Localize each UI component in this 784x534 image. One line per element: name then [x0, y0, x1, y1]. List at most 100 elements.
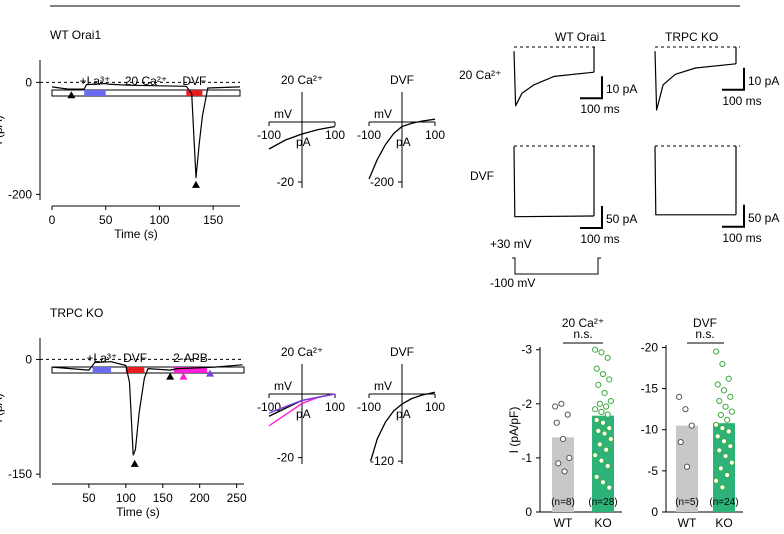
timepoint-arrow-wt-time [67, 91, 76, 99]
bar-y-tick-label-bar-ca: -1 [521, 451, 532, 465]
data-point-ko-bar-ca [599, 370, 607, 378]
application-segment-wt-time [186, 90, 203, 96]
data-point-ko-bar-ca [598, 457, 605, 464]
data-point-ko-bar-dvf [719, 484, 726, 491]
y-tick-label-wt-time: 0 [25, 75, 32, 89]
voltage-protocol-line [512, 257, 601, 275]
data-point-ko-bar-dvf [724, 471, 731, 479]
iv-x-tick-label-ko-iv-ca: 100 [325, 400, 345, 414]
application-label-wt-time: DVF [182, 74, 206, 88]
y-tick-label-ko-time: 0 [25, 352, 32, 366]
iv-title-wt-iv-ca: 20 Ca²⁺ [281, 73, 323, 87]
data-point-wt-bar-ca [564, 411, 571, 418]
iv-yunit-ko-iv-ca: pA [296, 407, 311, 421]
protocol-label-minus100: -100 mV [490, 276, 535, 290]
scale-x-label-ko-dvf-trace: 100 ms [722, 231, 761, 245]
bar-y-tick-label-bar-dvf: -15 [641, 382, 659, 396]
application-label-ko-time: +La³⁺ [87, 351, 118, 365]
timepoint-arrow-ko-time [130, 459, 139, 467]
data-point-ko-bar-dvf [728, 459, 735, 466]
data-point-ko-bar-ca [601, 430, 608, 437]
bar-category-label-wt-bar-dvf: WT [678, 516, 697, 530]
data-point-ko-bar-dvf [716, 447, 723, 454]
data-point-ko-bar-ca [593, 365, 600, 372]
row-label-ca: 20 Ca²⁺ [459, 68, 501, 82]
data-point-wt-bar-dvf [676, 393, 683, 400]
data-point-ko-bar-ca [604, 462, 611, 470]
data-point-ko-bar-dvf [719, 424, 726, 432]
x-tick-label-wt-time: 0 [49, 213, 56, 227]
data-point-ko-bar-ca [599, 479, 607, 486]
current-trace-ko-time [51, 361, 243, 456]
timepoint-arrow-ko-time [179, 372, 188, 380]
sweep-trace-wt-ca-trace [513, 51, 595, 107]
application-label-wt-time: +La³⁺ [80, 74, 111, 88]
data-point-ko-bar-ca [606, 484, 613, 491]
data-point-ko-bar-ca [601, 389, 608, 397]
scale-bar-wt-ca-trace [580, 76, 603, 100]
data-point-ko-bar-dvf [713, 421, 720, 428]
data-point-ko-bar-dvf [719, 360, 726, 368]
application-segment-ko-time [173, 367, 208, 373]
application-label-wt-time: 20 Ca²⁺ [125, 74, 167, 88]
signif-label-bar-dvf: n.s. [695, 327, 714, 341]
sweep-trace-ko-dvf-trace [654, 146, 736, 216]
data-point-ko-bar-dvf [727, 443, 734, 450]
data-point-ko-bar-dvf [724, 416, 731, 423]
bar-title-bar-ca: 20 Ca²⁺ [562, 316, 604, 330]
data-point-ko-bar-ca [606, 425, 613, 432]
protocol-label-plus30: +30 mV [490, 237, 532, 251]
data-point-wt-bar-dvf [683, 463, 691, 470]
iv-x-tick-label-wt-iv-dvf: -100 [357, 128, 381, 142]
data-point-ko-bar-ca [595, 381, 602, 388]
data-point-ko-bar-ca [593, 416, 600, 424]
data-point-ko-bar-dvf [713, 348, 720, 355]
sweep-trace-ko-ca-trace [654, 51, 737, 111]
iv-y-tick-label-ko-iv-dvf: -120 [370, 454, 394, 468]
x-tick-label-wt-time: 50 [99, 213, 113, 227]
data-point-wt-bar-ca [559, 435, 567, 443]
iv-y-tick-label-wt-iv-dvf: -200 [370, 175, 394, 189]
iv-x-tick-label-ko-iv-dvf: -100 [357, 400, 381, 414]
scale-bar-ko-ca-trace [722, 67, 745, 91]
application-bar-wt-time [51, 89, 241, 97]
x-tick-label-ko-time: 50 [82, 491, 96, 505]
data-point-ko-bar-dvf [714, 433, 721, 440]
x-tick-label-wt-time: 150 [203, 213, 223, 227]
bar-category-label-ko-bar-dvf: KO [715, 516, 732, 530]
data-point-ko-bar-dvf [720, 387, 728, 394]
iv-x-tick-label-wt-iv-ca: -100 [257, 128, 281, 142]
x-axis-label-wt-time: Time (s) [114, 227, 158, 241]
n-label-ko-bar-dvf: (n=24) [709, 497, 738, 508]
iv-yunit-wt-iv-dvf: pA [396, 135, 411, 149]
iv-xunit-ko-iv-dvf: mV [374, 379, 392, 393]
bar-y-tick-label-bar-dvf: -10 [641, 423, 659, 437]
iv-yunit-ko-iv-dvf: pA [396, 407, 411, 421]
bar-category-label-ko-bar-ca: KO [594, 516, 611, 530]
data-point-ko-bar-ca [606, 376, 613, 383]
data-point-ko-bar-dvf [727, 393, 734, 400]
data-point-ko-bar-dvf [713, 477, 720, 484]
data-point-wt-bar-dvf [677, 438, 684, 446]
data-point-wt-bar-ca [555, 460, 562, 467]
data-point-ko-bar-dvf [717, 411, 724, 419]
iv-y-tick-label-ko-iv-ca: -20 [277, 451, 295, 465]
scale-x-label-wt-dvf-trace: 100 ms [580, 232, 619, 246]
row-label-dvf: DVF [470, 169, 494, 183]
n-label-wt-bar-dvf: (n=5) [675, 497, 699, 508]
data-point-ko-bar-ca [592, 452, 599, 459]
trace-title-ko: TRPC KO [665, 30, 718, 44]
data-point-ko-bar-dvf [728, 408, 735, 415]
iv-x-tick-label-wt-iv-dvf: 100 [425, 128, 445, 142]
scale-x-label-ko-ca-trace: 100 ms [722, 94, 761, 108]
panel-title-wt-time: WT Orai1 [50, 28, 101, 42]
iv-x-tick-label-ko-iv-dvf: 100 [425, 400, 445, 414]
bar-y-tick-label-bar-ca: 0 [525, 505, 532, 519]
application-label-ko-time: 2-APB [173, 351, 208, 365]
data-point-ko-bar-ca [603, 446, 610, 453]
data-point-ko-bar-ca [593, 473, 600, 480]
panel-title-ko-time: TRPC KO [50, 306, 103, 320]
sweep-trace-wt-dvf-trace [513, 146, 595, 218]
data-point-ko-bar-ca [596, 400, 603, 407]
